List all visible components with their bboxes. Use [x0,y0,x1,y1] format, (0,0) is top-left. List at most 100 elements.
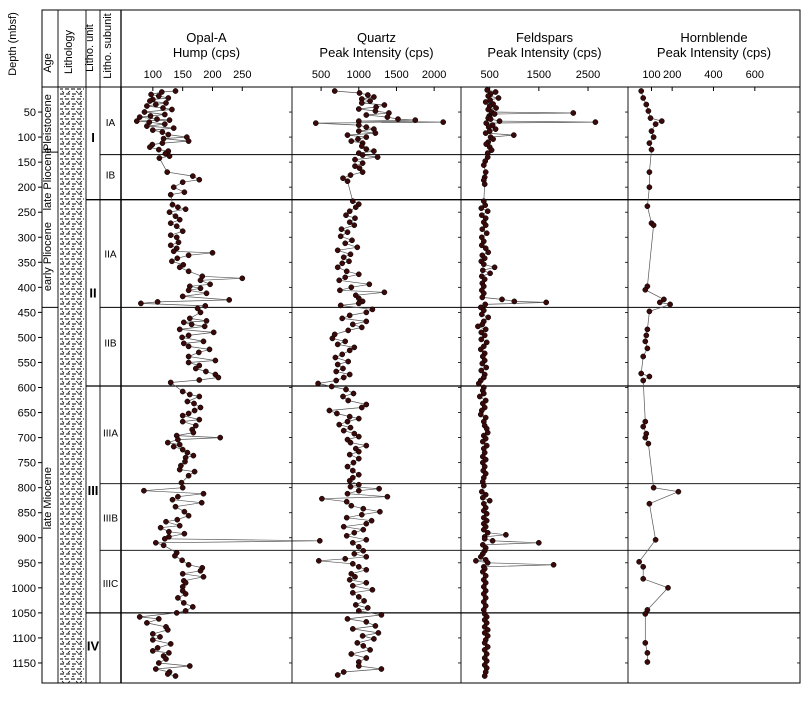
data-point [175,595,181,601]
data-point [182,591,189,597]
data-point [339,260,346,267]
data-point [363,318,370,325]
data-point [481,640,488,646]
data-point [478,242,485,249]
data-point [337,302,344,309]
data-point [351,344,358,351]
data-point [339,315,346,322]
data-point [144,620,150,626]
data-point [215,374,222,381]
data-point [482,222,489,229]
data-point [481,181,488,188]
data-point [136,114,143,120]
data-point [176,466,183,473]
data-point [355,433,362,440]
data-point [152,539,159,546]
data-point [141,109,148,115]
data-point [395,116,401,122]
data-point [482,326,489,333]
depth-tick-label: 1050 [12,608,36,620]
data-point [484,154,491,160]
data-point [440,119,447,125]
data-point [543,299,550,306]
data-point [644,326,651,333]
data-point [200,490,207,497]
data-point [640,353,647,360]
data-point [344,463,351,470]
depth-tick-label: 750 [18,458,36,470]
data-point [646,308,653,315]
data-point [355,455,362,462]
data-point [161,121,168,127]
data-point [358,511,365,518]
data-point [349,582,356,589]
data-point [487,270,493,277]
data-point [347,172,354,178]
data-point [343,212,349,219]
data-point [369,586,376,593]
data-point [661,296,667,303]
x-tick-label: 500 [480,69,498,81]
data-point [372,130,379,136]
depth-tick-label: 700 [18,433,36,445]
data-point [149,648,156,654]
data-point [189,173,196,179]
data-point [338,226,345,233]
data-point [352,602,359,608]
data-point [160,105,166,111]
data-point [646,500,653,507]
data-point [172,213,179,220]
data-point [363,309,370,316]
data-point [372,108,379,114]
data-point [355,300,362,307]
data-point [144,103,150,109]
data-point [352,156,358,163]
data-point [152,666,159,672]
data-point [197,404,204,411]
data-point [196,393,203,400]
data-point [369,306,376,313]
data-point [478,311,485,318]
data-point [346,451,353,458]
data-point [154,116,160,122]
data-point [342,274,349,281]
data-point [163,518,169,525]
boundary-lines [42,151,800,614]
x-tick-label: 200 [663,69,681,81]
data-point [207,281,213,288]
data-point [181,530,188,537]
data-point [155,660,162,666]
data-point [354,640,361,646]
data-point [475,323,481,330]
data-point [535,539,542,546]
data-point [176,264,183,271]
depth-tick-label: 1000 [12,583,36,595]
data-point [180,600,187,606]
data-point [185,287,192,294]
data-point [169,258,175,265]
data-point [201,323,208,330]
data-point [360,547,367,554]
data-point [164,671,171,677]
data-point [144,123,150,129]
data-point [348,502,355,509]
x-tick-label: 600 [746,69,764,81]
litho-unit-label: I [91,130,95,145]
data-point [363,520,370,527]
depth-axis-label: Depth (mbsf) [7,12,19,76]
data-point [346,312,353,319]
data-point [163,100,169,106]
data-point [196,416,203,423]
data-point [348,651,355,657]
x-tick-label: 150 [173,69,191,81]
data-point [647,115,654,121]
data-point [377,508,383,515]
data-point [165,95,172,101]
panel-subtitle: Peak Intensity (cps) [319,45,433,60]
depth-tick-label: 100 [18,132,36,144]
data-point [488,147,495,153]
data-point [160,542,167,549]
depth-tick-label: 650 [18,408,36,420]
data-point [344,132,351,138]
data-point [173,610,180,616]
